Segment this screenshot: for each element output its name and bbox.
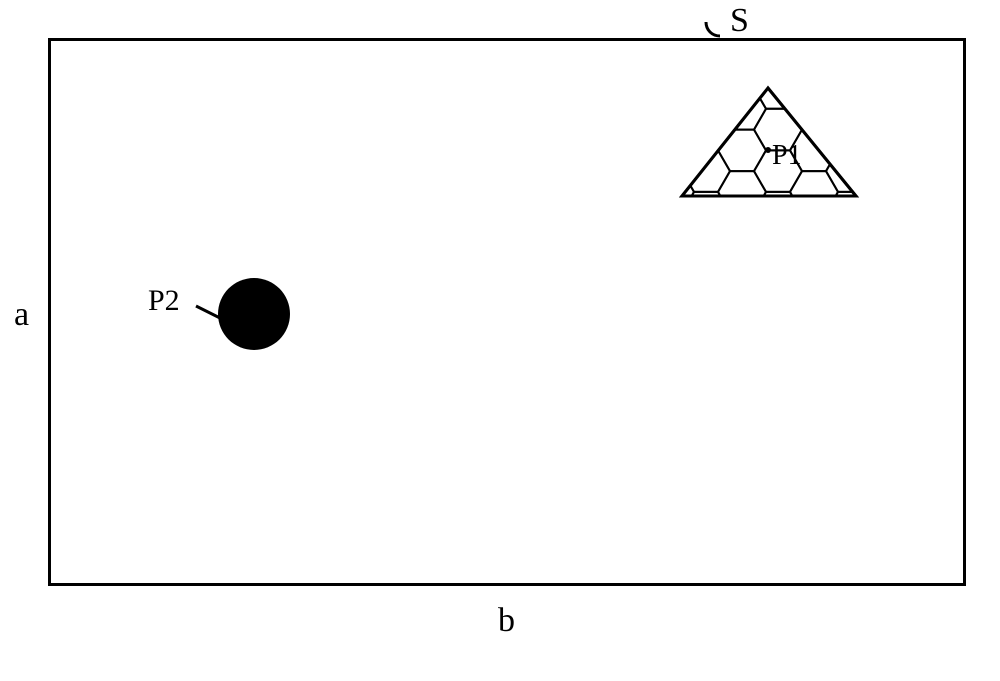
hex-cell — [646, 130, 694, 172]
hex-cell — [862, 88, 910, 130]
hex-cell — [790, 46, 838, 88]
hex-cell — [646, 46, 694, 88]
hex-cell — [826, 26, 874, 68]
hex-cell — [682, 192, 730, 234]
hex-fill — [610, 26, 910, 255]
hex-cell — [718, 213, 766, 255]
hex-cell — [754, 26, 802, 68]
hex-cell — [610, 67, 658, 109]
hex-cell — [790, 213, 838, 255]
hex-cell — [754, 192, 802, 234]
hex-cell — [610, 109, 658, 151]
hex-cell — [862, 130, 910, 172]
hex-cell — [862, 46, 910, 88]
hex-cell — [610, 26, 658, 68]
hex-cell — [682, 67, 730, 109]
hex-cell — [826, 109, 874, 151]
hex-cell — [862, 213, 910, 255]
label-P1: P1 — [772, 140, 802, 172]
diagram-stage: S a b P2 P1 — [0, 0, 1000, 681]
hex-cell — [718, 46, 766, 88]
hex-cell — [646, 213, 694, 255]
hex-cell — [682, 26, 730, 68]
hex-cell — [826, 192, 874, 234]
hex-cell — [862, 171, 910, 213]
hex-cell — [826, 67, 874, 109]
hex-cell — [646, 88, 694, 130]
hex-cell — [610, 150, 658, 192]
dot-P1 — [765, 147, 771, 153]
triangle-group — [0, 0, 1000, 681]
hex-cell — [610, 192, 658, 234]
